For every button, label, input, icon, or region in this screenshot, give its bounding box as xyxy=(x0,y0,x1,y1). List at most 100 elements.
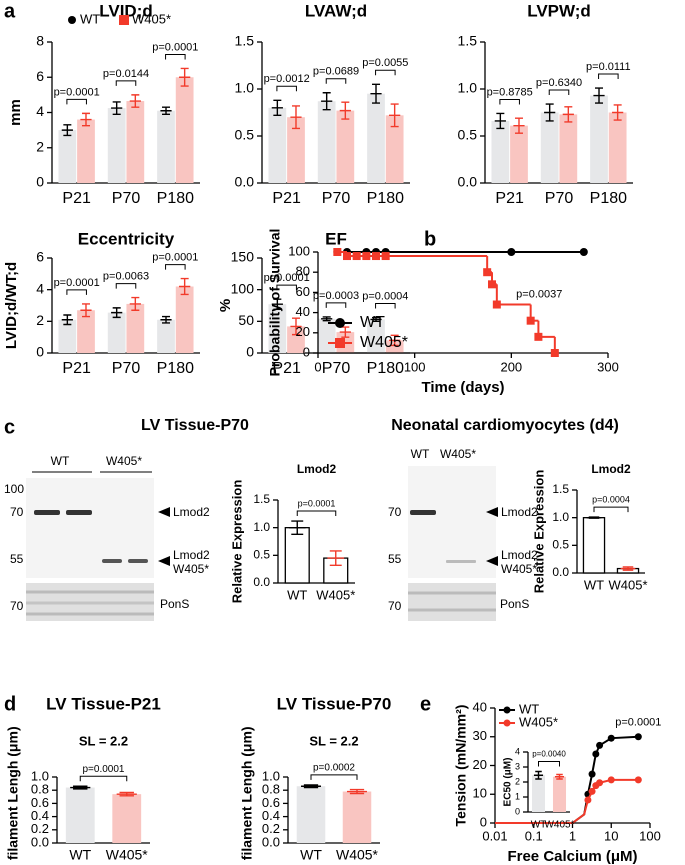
bar xyxy=(540,112,559,183)
y-tick-label: 0.0 xyxy=(253,575,270,589)
bar xyxy=(287,326,305,353)
band-label: PonS xyxy=(160,597,189,611)
error-bar xyxy=(160,106,172,115)
y-axis-label: Thin filament Lengh (μm) xyxy=(5,726,21,865)
marker xyxy=(507,248,516,256)
legend-label: W405* xyxy=(132,11,171,26)
blot-image xyxy=(408,466,496,578)
p-value: p=0.0001 xyxy=(152,41,198,53)
marker xyxy=(596,779,604,787)
y-tick-label: 60 xyxy=(296,284,310,299)
y-axis-label: Tension (mN/mm²) xyxy=(453,705,469,827)
arrowhead xyxy=(158,507,170,517)
y-axis-label: Relative Expression xyxy=(229,480,244,604)
panel-label: a xyxy=(4,0,16,22)
x-tick-label: P70 xyxy=(112,360,141,377)
chart-subtitle: SL = 2.2 xyxy=(309,733,358,748)
error-bar xyxy=(271,298,283,310)
p-value: p=0.0144 xyxy=(103,68,149,80)
significance-bracket xyxy=(499,98,520,105)
marker xyxy=(588,770,596,778)
y-tick-label: 2 xyxy=(36,312,44,328)
x-tick-label: 300 xyxy=(597,359,619,374)
x-tick-label: WT xyxy=(584,577,604,592)
significance-bracket xyxy=(310,774,358,780)
error-bar xyxy=(554,773,565,780)
error-bar xyxy=(347,788,367,795)
error-bar xyxy=(562,106,574,123)
y-tick-label: 0.2 xyxy=(262,821,280,836)
marker xyxy=(579,248,588,256)
x-tick-label: W405* xyxy=(106,847,149,863)
significance-bracket xyxy=(325,302,347,308)
error-bar xyxy=(593,87,605,104)
error-bar xyxy=(321,92,333,111)
marker xyxy=(333,248,342,256)
y-tick-label: 0 xyxy=(303,344,310,359)
mw-marker: 70 xyxy=(10,599,24,613)
error-bar xyxy=(80,303,92,318)
p-value: p=0.6340 xyxy=(536,77,582,89)
p-value: p=0.0002 xyxy=(313,763,355,774)
p-value: p=0.0012 xyxy=(264,73,310,85)
x-tick-label: P180 xyxy=(367,360,404,377)
marker xyxy=(526,316,535,325)
error-bar xyxy=(494,112,506,130)
x-tick-label: P70 xyxy=(545,190,574,207)
mw-marker: 100 xyxy=(4,482,24,496)
error-bar xyxy=(586,516,602,519)
y-tick-label: 0.8 xyxy=(262,782,280,797)
bar xyxy=(531,775,546,812)
y-tick-label: 0.5 xyxy=(253,548,270,562)
panel-label: c xyxy=(4,416,15,438)
band-label: W405* xyxy=(501,562,537,576)
blot-title: LV Tissue-P70 xyxy=(141,417,249,434)
blot-band xyxy=(102,559,122,563)
bar xyxy=(126,303,145,353)
marker xyxy=(534,332,543,341)
y-tick-label: 20 xyxy=(473,757,487,772)
y-tick-label: 10 xyxy=(473,786,487,801)
annotation: p=0.0037 xyxy=(516,288,562,300)
x-tick-label: P21 xyxy=(62,190,91,207)
x-tick-label: P180 xyxy=(157,190,194,207)
y-tick-label: 0 xyxy=(36,174,44,190)
error-bar xyxy=(61,124,73,137)
chart-subtitle: SL = 2.2 xyxy=(79,733,128,748)
chart-title: EF xyxy=(325,229,347,248)
chart-title: Eccentricity xyxy=(78,229,175,248)
marker xyxy=(584,796,592,804)
p-value: p=0.0111 xyxy=(586,61,631,73)
x-tick-label: P180 xyxy=(157,360,194,377)
y-tick-label: 6 xyxy=(36,249,44,265)
chart-title: LVPW;d xyxy=(527,1,591,20)
significance-bracket xyxy=(598,73,619,80)
legend-marker xyxy=(503,719,511,727)
marker xyxy=(634,733,642,741)
marker xyxy=(588,787,596,795)
bar xyxy=(77,119,95,183)
blot-band xyxy=(128,559,148,563)
bar xyxy=(126,101,145,183)
x-tick-label: W405* xyxy=(316,587,355,602)
error-bar xyxy=(544,103,556,122)
y-tick-label: 4 xyxy=(515,746,520,756)
y-tick-label: 1.0 xyxy=(552,510,569,524)
marker xyxy=(381,252,390,261)
y-tick-label: 3 xyxy=(515,761,520,771)
bar xyxy=(317,101,336,183)
error-bar xyxy=(111,307,123,319)
marker xyxy=(343,252,351,261)
chart-title: LVAW;d xyxy=(305,1,367,20)
y-tick-label: 1 xyxy=(515,791,520,801)
legend-marker xyxy=(68,16,76,24)
legend-label: WT xyxy=(360,314,385,331)
y-tick-label: 80 xyxy=(296,264,310,279)
y-axis-label: mm xyxy=(7,99,24,126)
marker xyxy=(550,349,559,357)
error-bar xyxy=(160,315,172,324)
y-tick-label: 6 xyxy=(36,68,44,84)
p-value: p=0.0055 xyxy=(362,57,408,69)
bar xyxy=(175,286,194,353)
